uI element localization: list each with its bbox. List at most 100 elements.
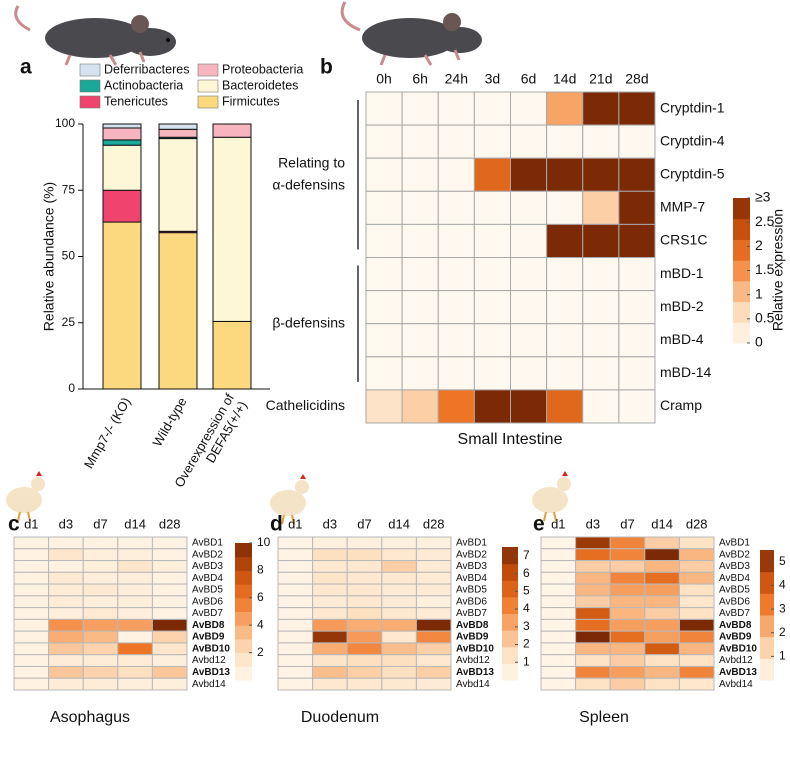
colorbar-tick-label: 2 xyxy=(779,625,786,639)
colorbar-tick-label: 2 xyxy=(523,637,530,651)
row-label: mBD-14 xyxy=(660,364,712,380)
heatmap-cell xyxy=(48,654,84,667)
colorbar-tick-label: 6 xyxy=(257,590,264,604)
heatmap-cell xyxy=(401,290,439,325)
heatmap-cell xyxy=(575,654,611,667)
heatmap-cell xyxy=(277,583,314,597)
heatmap-cell xyxy=(13,642,50,656)
heatmap-cell xyxy=(346,654,383,667)
heatmap-cell xyxy=(582,257,620,292)
column-label: 24h xyxy=(445,71,468,87)
heatmap-cell xyxy=(415,560,452,573)
column-label: 6d xyxy=(521,71,537,87)
heatmap-cell xyxy=(277,560,314,573)
legend-label: Firmicutes xyxy=(222,94,280,108)
heatmap-cell xyxy=(609,583,646,597)
row-label: Cryptdin-1 xyxy=(660,99,725,115)
heatmap-cell xyxy=(381,618,417,632)
heatmap-cell xyxy=(365,157,403,192)
colorbar-tick-label: 3 xyxy=(523,619,530,633)
colorbar-band xyxy=(502,613,518,631)
column-label: d14 xyxy=(388,516,410,531)
heatmap-cell xyxy=(365,91,403,126)
heatmap-cell xyxy=(473,190,511,225)
heatmap-cell xyxy=(117,618,153,632)
heatmap-cell xyxy=(82,571,119,585)
heatmap-cell xyxy=(582,389,620,424)
group-label: β-defensins xyxy=(272,314,345,330)
heatmap-cell xyxy=(346,642,383,656)
row-label: AvBD9 xyxy=(719,632,752,643)
heatmap-cell xyxy=(277,607,314,620)
heatmap-cell xyxy=(510,124,548,159)
bar-segment xyxy=(102,144,142,191)
column-label: d3 xyxy=(586,516,600,531)
heatmap-cell xyxy=(346,677,383,691)
heatmap-title: Duodenum xyxy=(301,709,379,726)
heatmap-cell xyxy=(540,571,577,585)
heatmap-cell xyxy=(415,642,452,656)
heatmap-cell xyxy=(644,607,680,620)
row-label: Avbd14 xyxy=(456,679,490,690)
legend-swatch xyxy=(197,95,219,109)
colorbar-tick-label: 8 xyxy=(257,563,264,577)
heatmap-cell xyxy=(644,548,680,562)
heatmap-cell xyxy=(575,548,611,562)
heatmap-cell xyxy=(644,536,680,550)
heatmap-cell xyxy=(13,595,50,609)
heatmap-cell xyxy=(609,548,646,562)
heatmap-cell xyxy=(510,190,548,225)
heatmap-cell xyxy=(609,630,646,644)
colorbar-band xyxy=(235,666,252,681)
row-label: AvBD10 xyxy=(192,643,230,654)
heatmap-cell xyxy=(312,654,348,667)
heatmap-cell xyxy=(437,223,475,258)
heatmap-cell xyxy=(381,571,417,585)
colorbar-band xyxy=(760,550,774,573)
legend-label: Deferribacteres xyxy=(104,62,189,76)
heatmap-cell xyxy=(437,190,475,225)
row-label: Avbd14 xyxy=(719,679,753,690)
heatmap-cell xyxy=(401,223,439,258)
column-label: d3 xyxy=(323,516,337,531)
row-label: Avbd12 xyxy=(456,655,490,666)
heatmap-cell xyxy=(546,91,584,126)
row-label: AvBD10 xyxy=(456,643,494,654)
row-label: mBD-1 xyxy=(660,265,704,281)
column-label: d28 xyxy=(686,516,708,531)
heatmap-cell xyxy=(575,642,611,656)
heatmap-cell xyxy=(678,677,715,691)
heatmap-cell xyxy=(510,356,548,391)
heatmap-cell xyxy=(582,223,620,258)
heatmap-cell xyxy=(644,677,680,691)
heatmap-cell xyxy=(117,630,153,644)
legend-label: Tenericutes xyxy=(104,94,168,108)
heatmap-cell xyxy=(582,91,620,126)
row-label: AvBD2 xyxy=(719,549,750,560)
heatmap-cell xyxy=(540,665,577,679)
heatmap-cell xyxy=(437,91,475,126)
heatmap-cell xyxy=(48,571,84,585)
heatmap-cell xyxy=(151,677,188,691)
row-label: AvBD13 xyxy=(719,667,757,678)
heatmap-cell xyxy=(644,665,680,679)
column-label: d14 xyxy=(651,516,673,531)
heatmap-cell xyxy=(415,607,452,620)
colorbar-band xyxy=(502,580,518,598)
heatmap-cell xyxy=(401,157,439,192)
heatmap-cell xyxy=(117,665,153,679)
colorbar-band xyxy=(235,611,252,626)
heatmap-cell xyxy=(346,583,383,597)
heatmap-cell xyxy=(437,290,475,325)
panel-letter: e xyxy=(533,513,545,536)
heatmap-cell xyxy=(312,595,348,609)
heatmap-cell xyxy=(381,654,417,667)
heatmap-cell xyxy=(540,642,577,656)
heatmap-cell xyxy=(13,618,50,632)
colorbar-label: Relative expression xyxy=(770,209,786,331)
heatmap-cell xyxy=(365,356,403,391)
colorbar-tick-label: 3 xyxy=(779,601,786,615)
row-label: AvBD8 xyxy=(456,620,489,631)
heatmap-cell xyxy=(575,630,611,644)
heatmap-title: Small Intestine xyxy=(458,431,563,448)
